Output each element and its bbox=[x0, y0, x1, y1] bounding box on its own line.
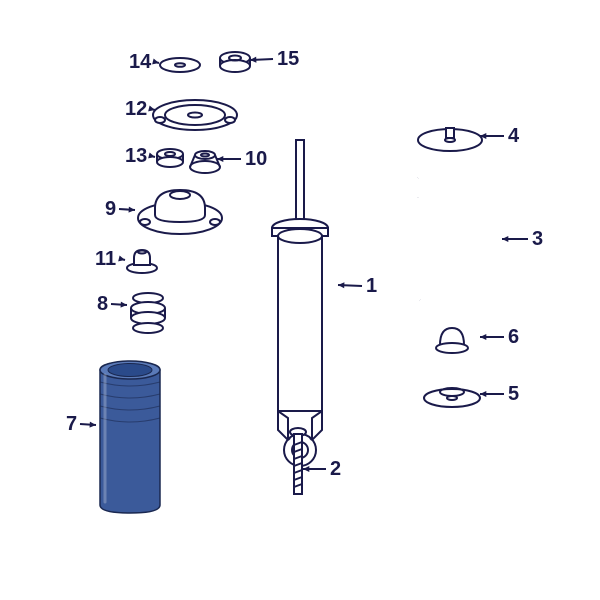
label-8: 8 bbox=[97, 293, 108, 315]
label-6: 6 bbox=[508, 326, 519, 348]
part-5-lower-seat bbox=[424, 388, 480, 407]
arrowhead-9 bbox=[129, 207, 135, 213]
label-14: 14 bbox=[129, 51, 152, 73]
part-7-dust-boot-highlighted bbox=[100, 361, 160, 513]
part-13-nut bbox=[157, 149, 183, 167]
arrowhead-6 bbox=[480, 334, 486, 340]
label-11: 11 bbox=[95, 248, 116, 270]
label-3: 3 bbox=[532, 228, 543, 250]
label-2: 2 bbox=[330, 458, 341, 480]
arrowhead-8 bbox=[121, 302, 127, 308]
part-4-upper-seat bbox=[418, 128, 482, 151]
part-11-bump-stop bbox=[127, 250, 157, 273]
parts-diagram: 123456789101112131415 bbox=[0, 0, 600, 600]
part-14-washer bbox=[160, 58, 200, 72]
part-15-nut bbox=[220, 52, 250, 72]
label-5: 5 bbox=[508, 383, 519, 405]
label-10: 10 bbox=[245, 148, 267, 170]
part-6-bumper bbox=[436, 328, 468, 353]
part-3-coil-spring bbox=[410, 172, 490, 304]
label-12: 12 bbox=[125, 98, 147, 120]
part-9-strut-mount bbox=[138, 190, 222, 234]
arrowhead-7 bbox=[90, 422, 96, 428]
part-10-mount-cap bbox=[190, 151, 220, 173]
part-12-gasket bbox=[153, 100, 237, 130]
part-1-shock-absorber bbox=[272, 140, 328, 466]
arrowhead-5 bbox=[480, 391, 486, 397]
arrowhead-1 bbox=[338, 282, 344, 288]
label-1: 1 bbox=[366, 275, 377, 297]
label-15: 15 bbox=[277, 48, 299, 70]
label-7: 7 bbox=[66, 413, 77, 435]
label-4: 4 bbox=[508, 125, 520, 147]
label-9: 9 bbox=[105, 198, 116, 220]
part-8-bellows bbox=[131, 293, 165, 333]
arrowhead-3 bbox=[502, 236, 508, 242]
arrowhead-2 bbox=[303, 466, 309, 472]
label-13: 13 bbox=[125, 145, 147, 167]
